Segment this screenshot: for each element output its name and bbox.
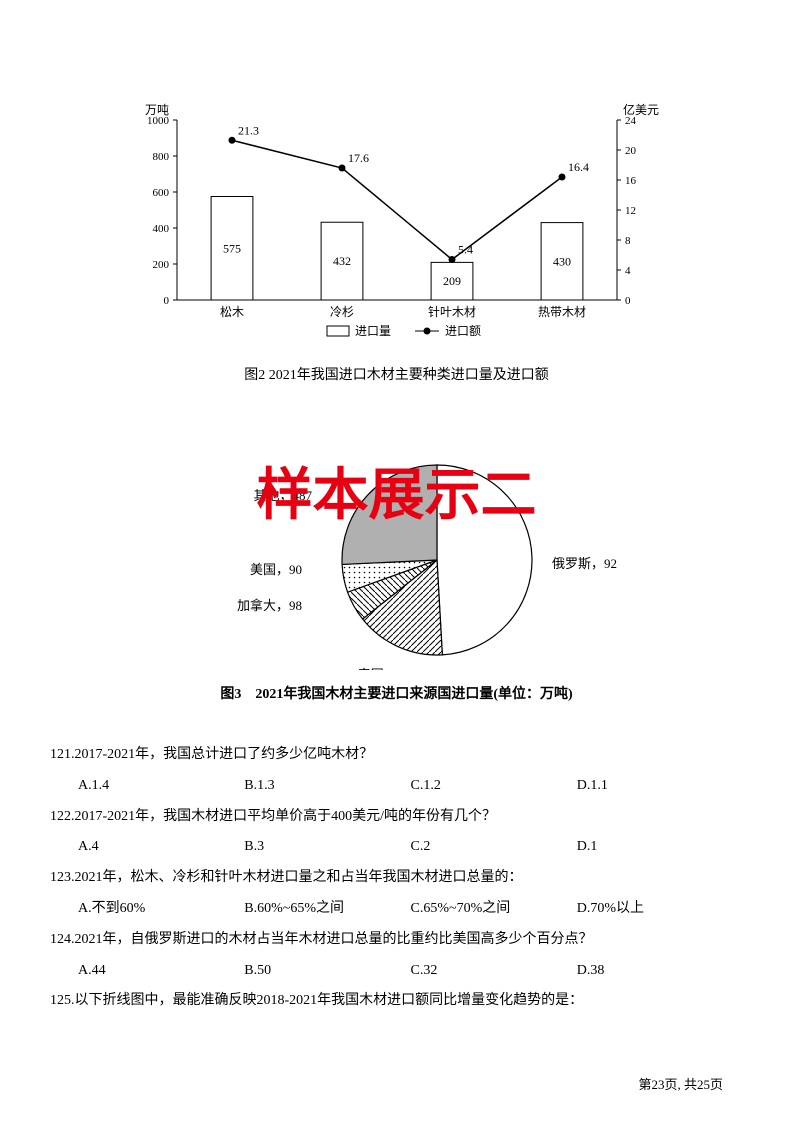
option: D.1 [577,832,743,863]
option: A.1.4 [78,771,244,802]
y2-tick: 16 [625,175,637,187]
y1-tick: 1000 [147,115,170,127]
option: B.50 [244,956,410,987]
option: B.3 [244,832,410,863]
line-marker [228,137,235,144]
bar-value: 432 [333,254,351,268]
y1-tick: 400 [152,223,169,235]
legend-line-label: 进口额 [445,324,481,338]
line-value: 5.4 [458,243,473,257]
pie-label: 泰国，288 [357,667,416,670]
chart1-svg: 万吨亿美元0200400600800100004812162024575松木43… [117,100,677,360]
y1-tick: 800 [152,151,169,163]
chart2-caption: 图3 2021年我国木材主要进口来源国进口量(单位：万吨) [177,683,617,703]
line-value: 21.3 [238,123,259,137]
option: D.38 [577,956,743,987]
question-options: A.不到60%B.60%~65%之间C.65%~70%之间D.70%以上 [50,894,743,925]
y2-tick: 20 [625,145,637,157]
option: D.1.1 [577,771,743,802]
y2-tick: 0 [625,295,631,307]
questions-block: 121.2017-2021年，我国总计进口了约多少亿吨木材？A.1.4B.1.3… [50,740,743,1017]
option: C.32 [411,956,577,987]
page-footer: 第23页, 共25页 [638,1074,723,1093]
question-options: A.4B.3C.2D.1 [50,832,743,863]
option: C.65%~70%之间 [411,894,577,925]
question-text: 122.2017-2021年，我国木材进口平均单价高于400美元/吨的年份有几个… [50,802,743,833]
line-marker [558,174,565,181]
pie-label: 加拿大，98 [236,598,301,613]
bar-value: 430 [553,254,571,268]
option: C.1.2 [411,771,577,802]
option: A.不到60% [78,894,244,925]
option: D.70%以上 [577,894,743,925]
pie-label: 俄罗斯，929 [552,556,617,571]
y2-tick: 4 [625,265,631,277]
watermark-text: 样本展示二 [257,450,537,531]
category-label: 松木 [219,305,243,319]
line-marker [338,165,345,172]
option: B.60%~65%之间 [244,894,410,925]
option: C.2 [411,832,577,863]
bar-value: 575 [223,241,241,255]
chart1-combo: 万吨亿美元0200400600800100004812162024575松木43… [117,100,677,390]
question-text: 123.2021年，松木、冷杉和针叶木材进口量之和占当年我国木材进口总量的： [50,863,743,894]
line-marker [448,256,455,263]
category-label: 热带木材 [537,305,585,319]
y2-tick: 12 [625,205,636,217]
option: A.44 [78,956,244,987]
legend-bar-icon [327,326,349,336]
question-text: 121.2017-2021年，我国总计进口了约多少亿吨木材？ [50,740,743,771]
question-text: 124.2021年，自俄罗斯进口的木材占当年木材进口总量的比重约比美国高多少个百… [50,925,743,956]
line-series [232,140,562,259]
y2-tick: 24 [625,115,637,127]
y1-tick: 600 [152,187,169,199]
pie-label: 美国，90 [249,562,301,577]
option: A.4 [78,832,244,863]
question-options: A.44B.50C.32D.38 [50,956,743,987]
line-value: 16.4 [568,160,589,174]
category-label: 针叶木材 [427,304,475,319]
line-value: 17.6 [348,151,369,165]
question-text: 125.以下折线图中，最能准确反映2018-2021年我国木材进口额同比增量变化… [50,986,743,1017]
y1-tick: 0 [163,295,169,307]
chart2-pie: 样本展示二 俄罗斯，929泰国，288加拿大，98美国，90其他，487 图3 … [177,430,617,710]
chart1-caption: 图2 2021年我国进口木材主要种类进口量及进口额 [117,364,677,384]
bar-value: 209 [443,274,461,288]
y2-tick: 8 [625,235,631,247]
category-label: 冷杉 [329,305,353,319]
option: B.1.3 [244,771,410,802]
legend-bar-label: 进口量 [355,324,391,338]
y1-tick: 200 [152,259,169,271]
question-options: A.1.4B.1.3C.1.2D.1.1 [50,771,743,802]
